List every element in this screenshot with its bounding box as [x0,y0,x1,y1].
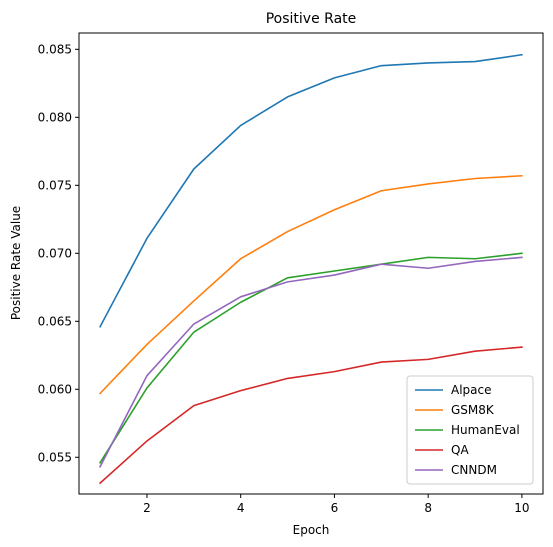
chart-title: Positive Rate [266,11,357,27]
x-tick-label: 10 [514,501,529,515]
x-tick-label: 4 [237,501,245,515]
series-line-gsm8k [98,174,523,395]
series-line-qa [98,346,523,485]
x-tick-label: 8 [424,501,432,515]
x-tick-label: 2 [143,501,151,515]
y-tick-label: 0.070 [38,246,72,260]
y-tick-label: 0.065 [38,314,72,328]
x-axis-label: Epoch [293,523,330,537]
y-tick-label: 0.060 [38,382,72,396]
legend-label-alpace: Alpace [451,383,492,397]
series-line-alpace [99,53,523,328]
legend-label-humaneval: HumanEval [451,423,520,437]
x-tick-label: 6 [331,501,339,515]
y-tick-label: 0.075 [38,178,72,192]
x-axis: 2 4 6 8 10 [143,494,530,515]
legend-label-qa: QA [451,443,469,457]
legend: Alpace GSM8K HumanEval QA CNNDM [406,375,534,485]
legend-box [406,375,534,485]
plot-frame [78,32,544,495]
legend-label-gsm8k: GSM8K [451,403,495,417]
plot-area [98,53,523,485]
y-axis-label: Positive Rate Value [9,206,23,320]
y-tick-label: 0.055 [38,450,72,464]
y-tick-label: 0.080 [38,110,72,124]
series-line-humaneval [98,252,523,464]
legend-label-cnndm: CNNDM [451,463,497,477]
y-tick-label: 0.085 [38,42,72,56]
series-line-cnndm [99,256,523,468]
y-axis: 0.055 0.060 0.065 0.070 0.075 0.080 0.085 [38,42,79,464]
